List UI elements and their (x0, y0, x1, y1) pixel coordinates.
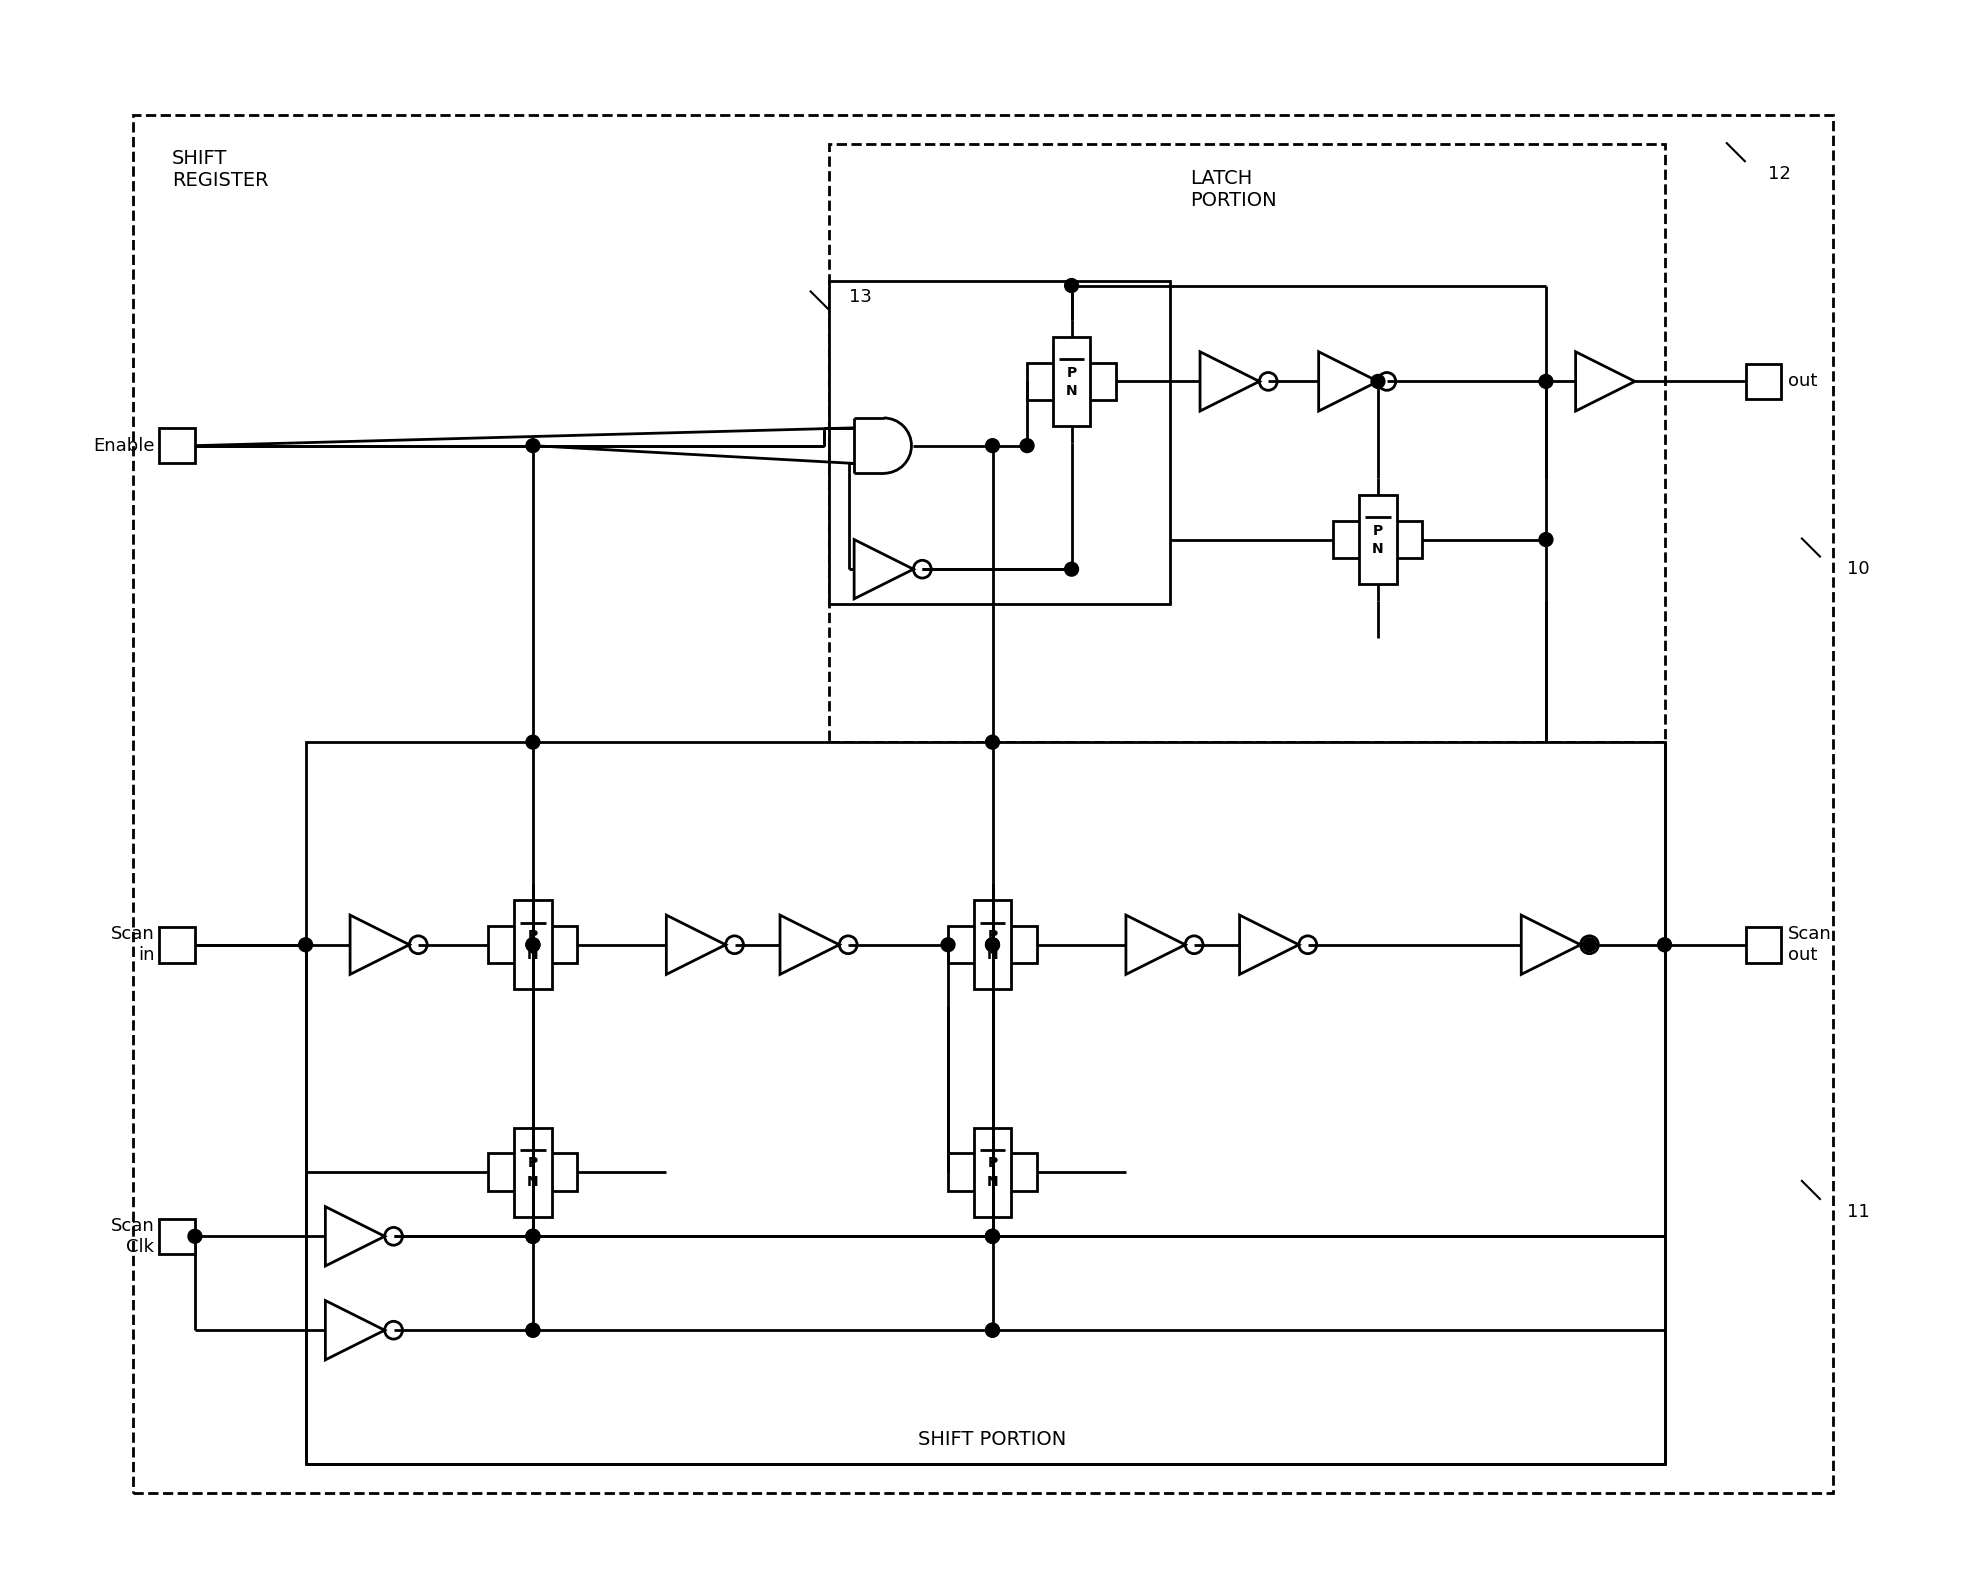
Bar (975, 900, 1010, 989)
Circle shape (987, 1324, 998, 1337)
Circle shape (526, 438, 540, 452)
Circle shape (1538, 374, 1552, 389)
Circle shape (298, 938, 312, 951)
Text: N: N (1066, 384, 1078, 398)
Circle shape (1064, 562, 1078, 577)
Circle shape (987, 938, 998, 951)
Text: Scan
in: Scan in (111, 926, 155, 964)
Circle shape (987, 1230, 998, 1243)
Text: P: P (528, 1157, 538, 1171)
Circle shape (987, 938, 998, 951)
Bar (514, 900, 552, 989)
Text: out: out (1788, 373, 1818, 390)
Text: N: N (1372, 542, 1384, 556)
Text: Scan
Clk: Scan Clk (111, 1217, 155, 1255)
Text: P: P (1066, 365, 1076, 379)
Bar (159, 927, 195, 962)
Bar (830, 145, 1665, 742)
Bar (949, 926, 1036, 964)
Text: N: N (528, 948, 538, 962)
Bar (1052, 338, 1090, 425)
Circle shape (526, 1230, 540, 1243)
Text: P: P (987, 1157, 998, 1171)
Text: Enable: Enable (93, 436, 155, 454)
Circle shape (526, 736, 540, 749)
Text: N: N (987, 1176, 998, 1188)
Bar (830, 280, 1171, 604)
Bar (1334, 521, 1423, 558)
Circle shape (1372, 374, 1386, 389)
Circle shape (526, 1230, 540, 1243)
Circle shape (987, 1230, 998, 1243)
Bar (949, 1153, 1036, 1190)
Text: 13: 13 (850, 288, 871, 306)
Circle shape (526, 938, 540, 951)
Text: P: P (1374, 524, 1384, 538)
Circle shape (1064, 279, 1078, 293)
Circle shape (1538, 532, 1552, 546)
Bar (488, 926, 578, 964)
Text: N: N (528, 1176, 538, 1188)
Circle shape (987, 438, 998, 452)
Bar (133, 115, 1832, 1493)
Circle shape (1020, 438, 1034, 452)
Text: P: P (987, 929, 998, 943)
Text: 11: 11 (1848, 1203, 1870, 1220)
Circle shape (1582, 938, 1596, 951)
Text: SHIFT
REGISTER: SHIFT REGISTER (173, 150, 268, 190)
Bar (1745, 927, 1781, 962)
Circle shape (987, 1324, 998, 1337)
Circle shape (1657, 938, 1671, 951)
Bar (159, 429, 195, 464)
Bar (1360, 495, 1397, 585)
Bar (306, 742, 1665, 1464)
Text: N: N (987, 948, 998, 962)
Circle shape (987, 736, 998, 749)
Bar (159, 1219, 195, 1254)
Text: SHIFT PORTION: SHIFT PORTION (919, 1431, 1066, 1448)
Bar (1026, 363, 1116, 400)
Text: P: P (528, 929, 538, 943)
Bar (1745, 363, 1781, 400)
Circle shape (941, 938, 955, 951)
Text: 10: 10 (1848, 561, 1870, 578)
Circle shape (189, 1230, 202, 1243)
Bar (514, 1128, 552, 1217)
Circle shape (526, 938, 540, 951)
Text: LATCH
PORTION: LATCH PORTION (1191, 169, 1276, 210)
Circle shape (526, 1324, 540, 1337)
Circle shape (526, 1230, 540, 1243)
Bar (488, 1153, 578, 1190)
Circle shape (987, 1230, 998, 1243)
Bar (975, 1128, 1010, 1217)
Text: Scan
out: Scan out (1788, 926, 1832, 964)
Circle shape (526, 1324, 540, 1337)
Text: 12: 12 (1769, 164, 1790, 183)
